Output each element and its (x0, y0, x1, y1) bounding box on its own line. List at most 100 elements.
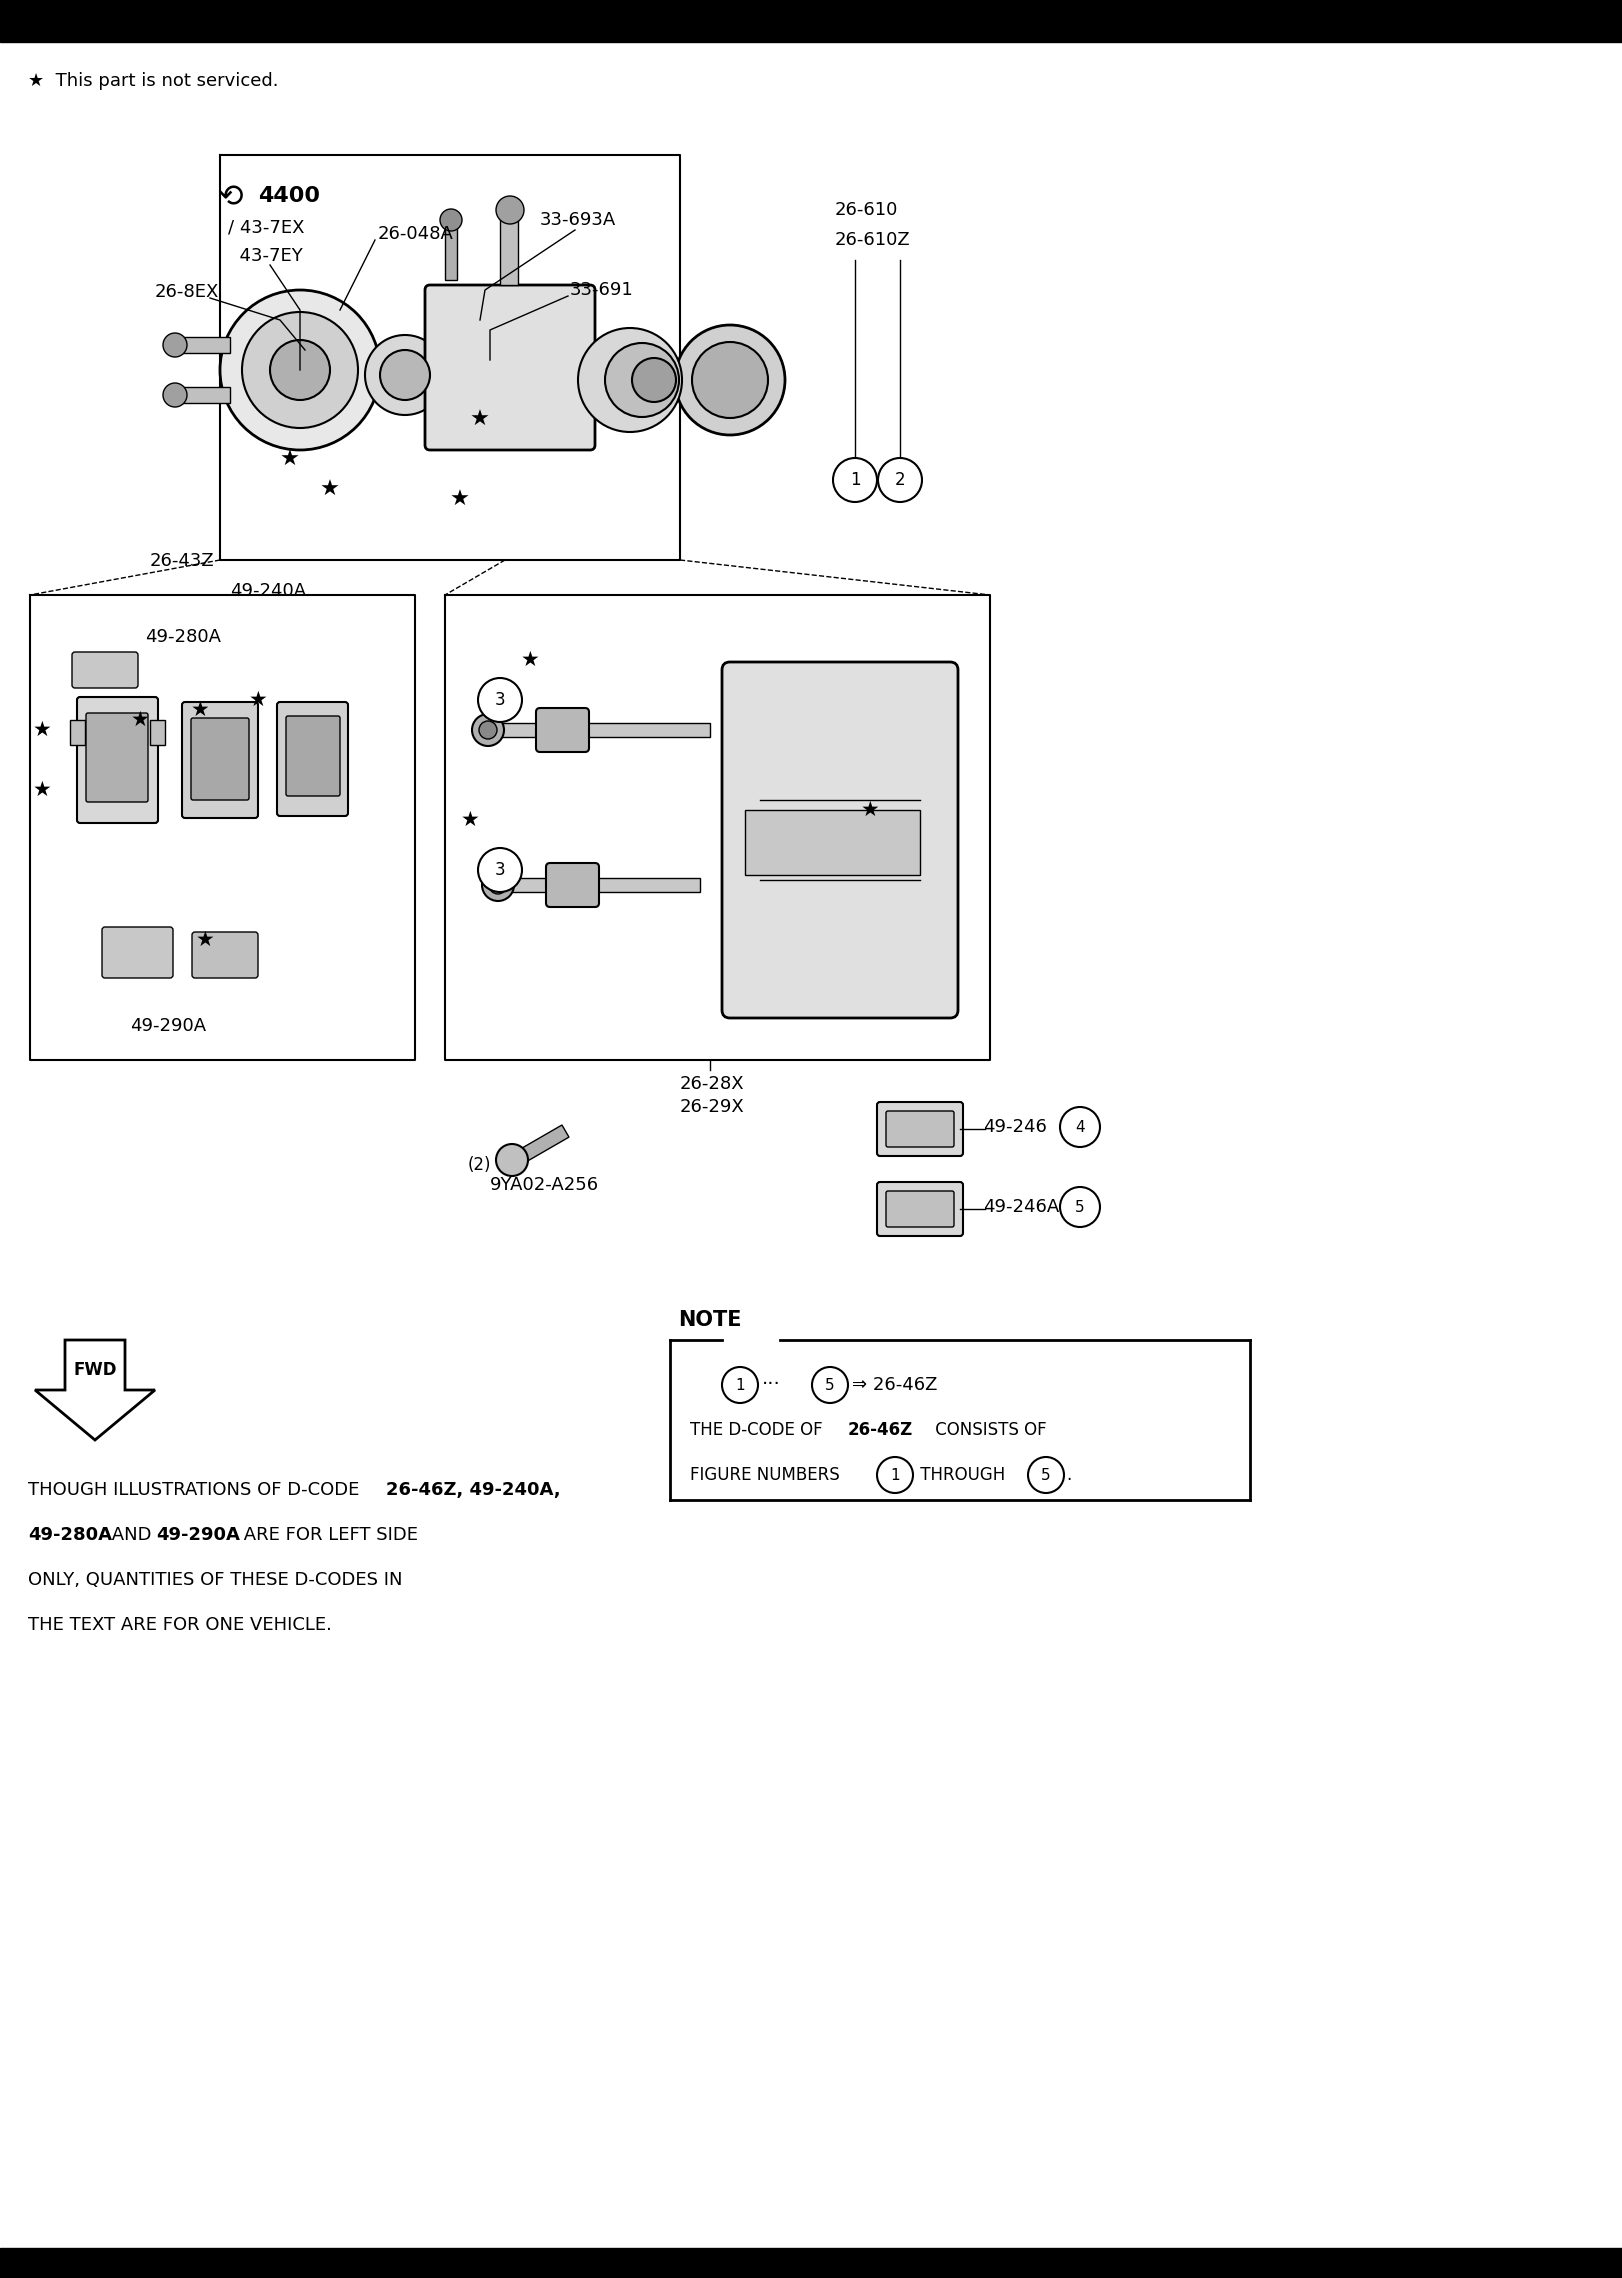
Circle shape (478, 722, 496, 738)
Text: 49-280A: 49-280A (144, 629, 221, 647)
Text: AND: AND (105, 1526, 157, 1544)
Text: 49-246A: 49-246A (983, 1198, 1059, 1216)
Text: 26-610: 26-610 (835, 200, 899, 219)
Bar (70, 720, 84, 745)
FancyBboxPatch shape (277, 702, 349, 816)
Text: THE TEXT ARE FOR ONE VEHICLE.: THE TEXT ARE FOR ONE VEHICLE. (28, 1615, 333, 1633)
Text: 49-280A: 49-280A (28, 1526, 112, 1544)
Circle shape (478, 679, 522, 722)
Circle shape (878, 1458, 913, 1492)
Circle shape (482, 868, 514, 902)
Text: 49-246: 49-246 (983, 1118, 1046, 1137)
Text: 1: 1 (735, 1378, 744, 1392)
Text: ★: ★ (32, 779, 52, 800)
FancyBboxPatch shape (86, 713, 148, 802)
Circle shape (1028, 1458, 1064, 1492)
Circle shape (693, 342, 767, 417)
Text: 4: 4 (1075, 1118, 1085, 1134)
Text: / 43-7EX: / 43-7EX (229, 219, 305, 237)
Circle shape (440, 210, 462, 230)
Circle shape (242, 312, 358, 428)
FancyBboxPatch shape (182, 702, 258, 818)
Polygon shape (36, 1339, 156, 1440)
FancyBboxPatch shape (886, 1191, 954, 1228)
Circle shape (488, 877, 508, 893)
FancyBboxPatch shape (71, 652, 138, 688)
Text: 26-610Z: 26-610Z (835, 230, 910, 248)
Text: 26-29X: 26-29X (680, 1098, 744, 1116)
FancyBboxPatch shape (886, 1112, 954, 1148)
Circle shape (878, 458, 921, 501)
Text: 26-46Z, 49-240A,: 26-46Z, 49-240A, (386, 1481, 561, 1499)
Text: ★: ★ (449, 490, 470, 510)
Text: 49-240A: 49-240A (230, 581, 307, 599)
Text: 49-290A: 49-290A (156, 1526, 240, 1544)
Text: CONSISTS OF: CONSISTS OF (929, 1421, 1046, 1440)
Circle shape (478, 847, 522, 893)
Text: .: . (1066, 1467, 1071, 1483)
Bar (509, 1125, 569, 1166)
Circle shape (269, 339, 329, 401)
Text: 5: 5 (1075, 1201, 1085, 1214)
Circle shape (162, 383, 187, 408)
Bar (180, 337, 230, 353)
Circle shape (365, 335, 444, 415)
Text: 26-8EX: 26-8EX (156, 282, 219, 301)
Bar (0, 0, 1622, 41)
FancyBboxPatch shape (425, 285, 595, 451)
Text: 1: 1 (850, 472, 860, 490)
FancyBboxPatch shape (722, 663, 959, 1018)
FancyBboxPatch shape (285, 715, 341, 795)
Circle shape (633, 358, 676, 401)
Circle shape (605, 344, 680, 417)
Text: ★: ★ (196, 929, 214, 950)
Text: 43-7EY: 43-7EY (229, 246, 303, 264)
Text: FWD: FWD (73, 1360, 117, 1378)
Text: 3: 3 (495, 861, 506, 879)
FancyBboxPatch shape (878, 1103, 963, 1155)
Text: 5: 5 (1041, 1467, 1051, 1483)
FancyBboxPatch shape (191, 932, 258, 977)
FancyBboxPatch shape (878, 1182, 963, 1237)
Text: ···: ··· (762, 1376, 780, 1394)
Bar (500, 877, 701, 893)
Text: ★: ★ (131, 711, 149, 729)
Text: 26-46Z: 26-46Z (848, 1421, 913, 1440)
Text: 33-693A: 33-693A (540, 212, 616, 230)
Circle shape (722, 1367, 757, 1403)
Text: 3: 3 (495, 690, 506, 708)
Text: ★: ★ (470, 410, 490, 431)
Circle shape (834, 458, 878, 501)
Bar (744, 811, 920, 875)
Bar (444, 226, 457, 280)
FancyBboxPatch shape (76, 697, 157, 822)
Circle shape (221, 289, 380, 451)
Text: ★: ★ (32, 720, 52, 740)
FancyBboxPatch shape (191, 718, 250, 800)
Text: ★: ★ (461, 811, 480, 829)
Circle shape (1061, 1107, 1100, 1148)
Bar (490, 722, 710, 738)
Text: ★: ★ (248, 690, 268, 711)
Circle shape (162, 333, 187, 358)
Text: THROUGH: THROUGH (915, 1467, 1011, 1483)
Circle shape (1061, 1187, 1100, 1228)
Bar (180, 387, 230, 403)
Bar (149, 720, 165, 745)
Text: 9YA02-A256: 9YA02-A256 (490, 1175, 599, 1194)
FancyBboxPatch shape (547, 863, 599, 907)
Bar (0, 2248, 1622, 2278)
Text: ⟲: ⟲ (217, 185, 243, 212)
Text: ★: ★ (521, 649, 540, 670)
Text: ONLY, QUANTITIES OF THESE D-CODES IN: ONLY, QUANTITIES OF THESE D-CODES IN (28, 1572, 402, 1590)
Text: THOUGH ILLUSTRATIONS OF D-CODE: THOUGH ILLUSTRATIONS OF D-CODE (28, 1481, 365, 1499)
Circle shape (472, 713, 504, 745)
Text: 5: 5 (826, 1378, 835, 1392)
Text: 2: 2 (895, 472, 905, 490)
Text: 4400: 4400 (258, 187, 320, 205)
Text: NOTE: NOTE (678, 1310, 741, 1330)
Circle shape (577, 328, 681, 433)
Text: ★  This part is not serviced.: ★ This part is not serviced. (28, 73, 279, 91)
Text: 33-691: 33-691 (569, 280, 634, 298)
Text: ⇒ 26-46Z: ⇒ 26-46Z (852, 1376, 938, 1394)
